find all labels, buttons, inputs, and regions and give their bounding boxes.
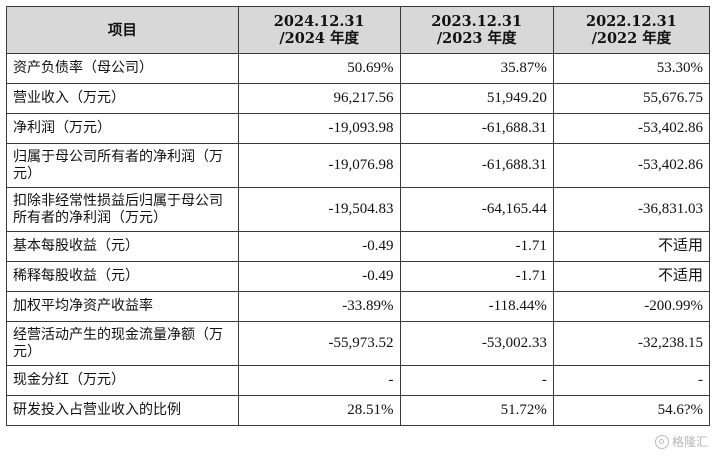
- table-row: 净利润（万元） -19,093.98 -61,688.31 -53,402.86: [6, 113, 711, 144]
- table-row: 资产负债率（母公司） 50.69% 35.87% 53.30%: [6, 53, 711, 84]
- row-label: 营业收入（万元）: [6, 83, 239, 114]
- row-label: 扣除非经常性损益后归属于母公司所有者的净利润（万元）: [6, 187, 239, 232]
- value-2022: -200.99%: [552, 291, 711, 322]
- value-2024: 28.51%: [237, 395, 401, 426]
- value-2024: 96,217.56: [237, 83, 401, 114]
- table-row: 归属于母公司所有者的净利润（万元） -19,076.98 -61,688.31 …: [6, 143, 711, 188]
- header-row: 项目 2024.12.31 /2024 年度 2023.12.31 /2023 …: [6, 6, 711, 54]
- value-2022: -53,402.86: [552, 143, 711, 188]
- value-2024: -33.89%: [237, 291, 401, 322]
- row-label: 资产负债率（母公司）: [6, 53, 239, 84]
- table-row: 基本每股收益（元） -0.49 -1.71 不适用: [6, 231, 711, 262]
- value-2023: -: [399, 365, 554, 396]
- value-2024: -: [237, 365, 401, 396]
- value-2022: 54.6?%: [552, 395, 711, 426]
- row-label: 研发投入占营业收入的比例: [6, 395, 239, 426]
- header-2024-date: 2024.12.31: [273, 13, 365, 30]
- value-2022: -36,831.03: [552, 187, 711, 232]
- value-2022: -32,238.15: [552, 321, 711, 366]
- value-2023: 51,949.20: [399, 83, 554, 114]
- value-2023: -61,688.31: [399, 143, 554, 188]
- row-label: 现金分红（万元）: [6, 365, 239, 396]
- value-2022: 53.30%: [552, 53, 711, 84]
- row-label: 加权平均净资产收益率: [6, 291, 239, 322]
- header-2024-year: /2024 年度: [279, 30, 360, 47]
- header-2022-year: /2022 年度: [591, 30, 672, 47]
- row-label: 归属于母公司所有者的净利润（万元）: [6, 143, 239, 188]
- header-2022: 2022.12.31 /2022 年度: [552, 6, 711, 54]
- row-label: 基本每股收益（元）: [6, 231, 239, 262]
- row-label: 稀释每股收益（元）: [6, 261, 239, 292]
- value-2024: 50.69%: [237, 53, 401, 84]
- header-2023: 2023.12.31 /2023 年度: [399, 6, 554, 54]
- value-2022: 不适用: [552, 231, 711, 262]
- table-header: 项目 2024.12.31 /2024 年度 2023.12.31 /2023 …: [6, 6, 711, 54]
- header-item: 项目: [6, 6, 239, 54]
- value-2023: -1.71: [399, 231, 554, 262]
- value-2023: -61,688.31: [399, 113, 554, 144]
- value-2022: -53,402.86: [552, 113, 711, 144]
- value-2023: 35.87%: [399, 53, 554, 84]
- watermark: 格隆汇: [654, 433, 708, 450]
- value-2024: -19,093.98: [237, 113, 401, 144]
- watermark-text: 格隆汇: [671, 435, 708, 449]
- value-2023: -53,002.33: [399, 321, 554, 366]
- header-2023-year: /2023 年度: [436, 30, 517, 47]
- value-2023: 51.72%: [399, 395, 554, 426]
- value-2024: -55,973.52: [237, 321, 401, 366]
- value-2022: 不适用: [552, 261, 711, 292]
- table-row: 现金分红（万元） - - -: [6, 365, 711, 396]
- header-2024: 2024.12.31 /2024 年度: [237, 6, 401, 54]
- table-row: 研发投入占营业收入的比例 28.51% 51.72% 54.6?%: [6, 395, 711, 426]
- value-2023: -64,165.44: [399, 187, 554, 232]
- logo-icon: [654, 434, 669, 449]
- row-label: 净利润（万元）: [6, 113, 239, 144]
- table-row: 加权平均净资产收益率 -33.89% -118.44% -200.99%: [6, 291, 711, 322]
- value-2022: 55,676.75: [552, 83, 711, 114]
- table-row: 稀释每股收益（元） -0.49 -1.71 不适用: [6, 261, 711, 292]
- value-2022: -: [552, 365, 711, 396]
- table-body: 资产负债率（母公司） 50.69% 35.87% 53.30% 营业收入（万元）…: [6, 53, 711, 426]
- value-2024: -0.49: [237, 261, 401, 292]
- table-row: 扣除非经常性损益后归属于母公司所有者的净利润（万元） -19,504.83 -6…: [6, 187, 711, 232]
- value-2023: -118.44%: [399, 291, 554, 322]
- financial-indicators-table: 项目 2024.12.31 /2024 年度 2023.12.31 /2023 …: [6, 6, 711, 426]
- header-2022-date: 2022.12.31: [586, 13, 677, 30]
- table-row: 营业收入（万元） 96,217.56 51,949.20 55,676.75: [6, 83, 711, 114]
- value-2023: -1.71: [399, 261, 554, 292]
- value-2024: -19,076.98: [237, 143, 401, 188]
- value-2024: -0.49: [237, 231, 401, 262]
- row-label: 经营活动产生的现金流量净额（万元）: [6, 321, 239, 366]
- header-2023-date: 2023.12.31: [431, 13, 523, 30]
- value-2024: -19,504.83: [237, 187, 401, 232]
- table-row: 经营活动产生的现金流量净额（万元） -55,973.52 -53,002.33 …: [6, 321, 711, 366]
